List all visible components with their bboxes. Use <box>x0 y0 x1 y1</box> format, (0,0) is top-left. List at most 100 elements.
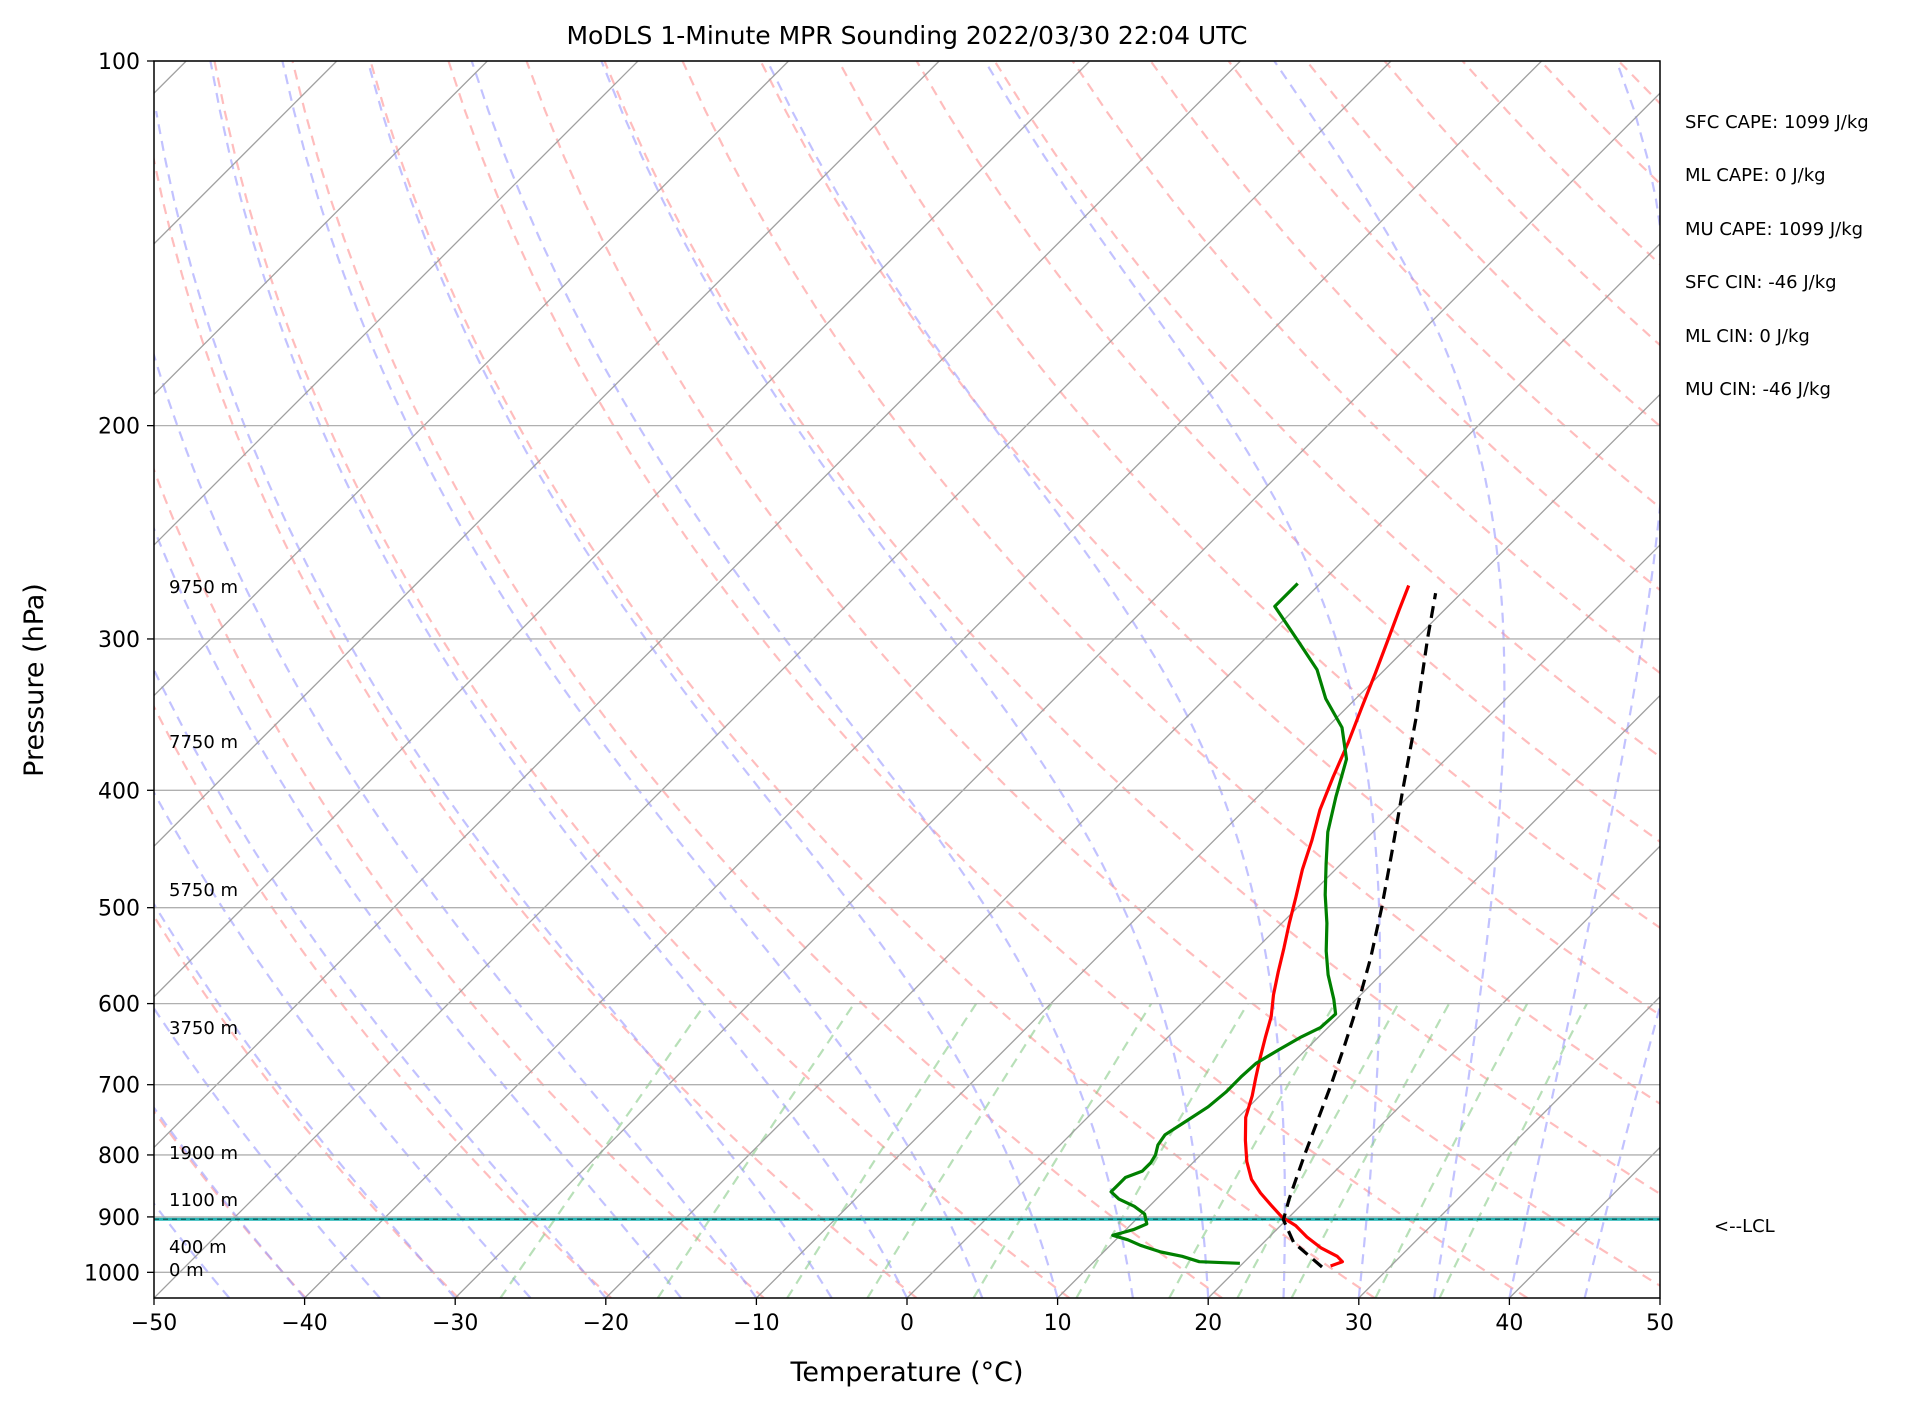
y-axis-title: Pressure (hPa) <box>19 583 50 777</box>
x-axis-title: Temperature (°C) <box>789 1357 1023 1388</box>
x-tick-label: 20 <box>1194 1311 1222 1336</box>
y-tick-label: 500 <box>98 897 140 922</box>
y-tick-label: 300 <box>98 628 140 653</box>
sfc-cin-stat: SFC CIN: -46 J/kg <box>1685 272 1837 293</box>
dry-adiabat <box>915 61 1660 844</box>
dry-adiabat <box>993 61 1660 759</box>
sfc-cape-stat: SFC CAPE: 1099 J/kg <box>1685 112 1869 133</box>
isotherm-line <box>605 242 1660 1298</box>
grid-lines <box>154 60 1660 1273</box>
mixing-ratio-line <box>1374 1003 1529 1298</box>
x-tick-label: 10 <box>1044 1311 1072 1336</box>
mixing-ratio-line <box>1290 1003 1451 1298</box>
parcel-profile-line <box>1281 592 1438 1269</box>
temperature-line <box>1243 584 1411 1268</box>
ml-cape-stat: ML CAPE: 0 J/kg <box>1685 165 1826 186</box>
mixing-ratio-line <box>1438 1003 1588 1298</box>
moist-adiabat <box>1508 61 1660 1298</box>
dry-adiabat <box>1071 61 1660 675</box>
y-tick-label: 100 <box>98 50 140 75</box>
dry-adiabat <box>154 914 460 1298</box>
mixing-ratio-line <box>499 1002 707 1298</box>
height-label-5750m: 5750 m <box>169 880 238 901</box>
isotherm-line <box>1358 995 1660 1298</box>
height-label-3750m: 3750 m <box>169 1018 238 1039</box>
background-lines <box>154 61 1660 1298</box>
y-tick-label: 600 <box>98 993 140 1018</box>
isotherm-line <box>154 61 790 697</box>
isotherm-line <box>154 61 940 848</box>
moist-adiabat <box>1583 1001 1660 1298</box>
dry-adiabat <box>213 61 1071 1298</box>
moist-adiabat <box>154 667 607 1298</box>
dry-adiabat <box>447 61 1529 1298</box>
isotherm-line <box>755 393 1660 1298</box>
x-tick-label: −40 <box>281 1311 327 1336</box>
height-label-9750m: 9750 m <box>169 577 238 598</box>
height-label-0m: 0 m <box>169 1260 204 1281</box>
moist-adiabat <box>154 526 682 1298</box>
isotherm-line <box>1057 694 1660 1298</box>
dry-adiabat <box>837 61 1660 930</box>
isotherm-line <box>154 61 1091 998</box>
y-tick-label: 200 <box>98 415 140 440</box>
moist-adiabat <box>154 351 758 1298</box>
x-tick-label: 50 <box>1646 1311 1674 1336</box>
dry-adiabat <box>681 61 1660 1106</box>
isotherm-line <box>154 61 1241 1149</box>
dry-adiabat <box>154 704 612 1298</box>
isotherm-line <box>1207 845 1660 1298</box>
moist-adiabat <box>470 61 1134 1298</box>
y-tick-label: 800 <box>98 1144 140 1169</box>
isotherm-line <box>454 92 1660 1298</box>
ml-cin-stat: ML CIN: 0 J/kg <box>1685 326 1810 347</box>
x-tick-label: 30 <box>1345 1311 1373 1336</box>
x-tick-label: −50 <box>131 1311 177 1336</box>
moist-adiabat <box>983 61 1382 1298</box>
dry-adiabat <box>154 155 918 1298</box>
mixing-ratio-line <box>866 1003 1053 1298</box>
mixing-ratio-line <box>786 1002 978 1298</box>
data-series <box>1109 582 1438 1269</box>
x-tick-label: 40 <box>1495 1311 1523 1336</box>
height-label-1900m: 1900 m <box>169 1143 238 1164</box>
height-label-1100m: 1100 m <box>169 1190 238 1211</box>
height-label-400m: 400 m <box>169 1237 227 1258</box>
y-tick-label: 700 <box>98 1074 140 1099</box>
dry-adiabat <box>154 466 765 1298</box>
dry-adiabat <box>369 61 1376 1298</box>
lcl-label: <--LCL <box>1714 1216 1775 1237</box>
x-tick-label: −20 <box>583 1311 629 1336</box>
moist-adiabat <box>766 61 1286 1298</box>
mu-cin-stat: MU CIN: -46 J/kg <box>1685 379 1831 400</box>
isotherm-line <box>304 61 1543 1298</box>
mixing-ratio-line <box>1236 1003 1400 1298</box>
moist-adiabat <box>155 110 833 1298</box>
moist-adiabat <box>1273 61 1506 1298</box>
dry-adiabat <box>1149 61 1660 592</box>
chart-title: MoDLS 1-Minute MPR Sounding 2022/03/30 2… <box>566 21 1247 50</box>
height-label-7750m: 7750 m <box>169 732 238 753</box>
dewpoint-line <box>1109 582 1349 1265</box>
dry-adiabat <box>291 61 1223 1298</box>
y-tick-label: 1000 <box>84 1261 140 1286</box>
isotherm-line <box>154 61 639 546</box>
dry-adiabat <box>759 61 1660 1017</box>
moist-adiabat <box>209 61 908 1298</box>
y-tick-label: 900 <box>98 1206 140 1231</box>
mixing-ratio-line <box>1168 1003 1336 1298</box>
isotherm-line <box>906 544 1660 1298</box>
isotherm-line <box>154 61 488 396</box>
y-tick-label: 400 <box>98 779 140 804</box>
moist-adiabat <box>281 61 984 1298</box>
mixing-ratio-line <box>656 1002 856 1298</box>
x-tick-label: −10 <box>733 1311 779 1336</box>
moist-adiabat <box>366 61 1059 1298</box>
isotherm-line <box>154 61 1392 1298</box>
mu-cape-stat: MU CAPE: 1099 J/kg <box>1685 219 1863 240</box>
x-tick-label: 0 <box>900 1311 914 1336</box>
x-tick-label: −30 <box>432 1311 478 1336</box>
